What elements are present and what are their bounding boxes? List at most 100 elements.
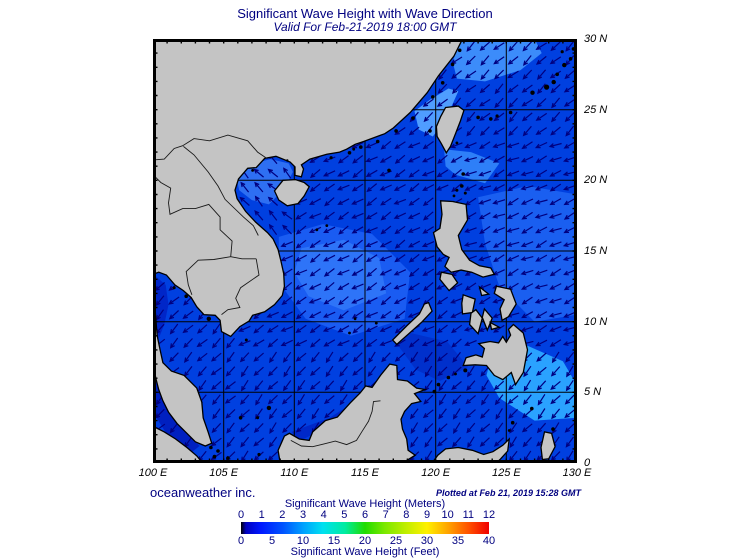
- island-dot: [544, 84, 550, 90]
- colorbar-gradient: [241, 522, 489, 534]
- landmass: [277, 363, 428, 463]
- colorbar-meters-tick: 6: [361, 509, 369, 521]
- landmass: [273, 178, 311, 207]
- wave-height-contour: [414, 88, 459, 137]
- island-dot: [463, 191, 467, 195]
- island-dot: [461, 172, 466, 176]
- colorbar-meters-tick: 3: [299, 509, 307, 521]
- colorbar-title-feet: Significant Wave Height (Feet): [290, 546, 440, 558]
- colorbar-feet-tick: 35: [451, 535, 465, 547]
- island-dot: [457, 48, 462, 53]
- island-dot: [353, 317, 357, 321]
- island-dot: [495, 114, 499, 118]
- landmass: [461, 293, 476, 315]
- colorbar-meters-tick: 5: [341, 509, 348, 521]
- colorbar-meters-tick: 0: [237, 509, 245, 521]
- colorbar-feet-tick: 20: [358, 535, 372, 547]
- landmass: [153, 425, 204, 463]
- island-dot: [315, 228, 319, 232]
- country-border: [221, 258, 260, 315]
- colorbar-meters-tick: 9: [423, 509, 431, 521]
- island-dot: [432, 389, 437, 394]
- wave-height-contour: [396, 331, 469, 381]
- island-dot: [568, 57, 573, 61]
- colorbar-feet-tick: 30: [420, 535, 434, 547]
- landmass: [478, 285, 491, 297]
- island-dot: [560, 50, 564, 54]
- landmass: [391, 301, 433, 346]
- island-dot: [387, 168, 391, 173]
- island-dot: [455, 141, 459, 145]
- island-dot: [374, 321, 378, 325]
- island-dot: [394, 129, 398, 133]
- landmass: [435, 105, 465, 155]
- island-dot: [530, 406, 534, 411]
- country-border: [155, 134, 268, 161]
- island-dot: [431, 95, 435, 99]
- page-title: Significant Wave Height with Wave Direct…: [237, 6, 493, 21]
- island-dot: [206, 316, 211, 321]
- country-border: [230, 256, 257, 260]
- island-dot: [325, 224, 329, 228]
- island-dot: [450, 62, 455, 67]
- map-frame: [153, 39, 577, 463]
- lat-tick-label: 10 N: [584, 315, 608, 328]
- island-dot: [411, 116, 415, 120]
- island-dot: [226, 456, 230, 460]
- island-dot: [172, 286, 176, 290]
- colorbar-meters-tick: 11: [462, 509, 475, 521]
- island-dot: [440, 81, 445, 85]
- island-dot: [551, 79, 556, 85]
- map-plot-area: [153, 39, 577, 463]
- island-dot: [555, 72, 559, 77]
- colorbar-meters-tick: 1: [258, 509, 265, 521]
- lat-tick-label: 15 N: [584, 245, 608, 257]
- island-dot: [329, 156, 333, 160]
- landmass: [489, 321, 502, 331]
- island-dot: [446, 375, 451, 380]
- island-dot: [463, 368, 468, 373]
- island-dot: [209, 445, 213, 450]
- island-dot: [216, 449, 220, 453]
- lon-tick-label: 100 E: [138, 467, 168, 479]
- lon-tick-label: 105 E: [209, 467, 239, 479]
- island-dot: [359, 145, 363, 149]
- island-dot: [460, 184, 464, 188]
- wave-height-contour: [155, 276, 169, 339]
- island-dot: [286, 159, 289, 162]
- country-border: [290, 400, 381, 448]
- plotted-timestamp: Plotted at Feb 21, 2019 15:28 GMT: [435, 488, 581, 498]
- colorbar-title-meters: Significant Wave Height (Meters): [284, 498, 446, 510]
- island-dot: [348, 331, 351, 335]
- landmass: [481, 307, 493, 332]
- island-dot: [436, 382, 441, 387]
- colorbar-meters-tick: 2: [279, 509, 286, 521]
- landmass: [540, 431, 556, 461]
- lat-tick-label: 30 N: [584, 33, 608, 45]
- island-dot: [352, 147, 356, 151]
- island-dot: [238, 416, 243, 420]
- island-dot: [455, 188, 459, 192]
- wave-height-contour: [444, 149, 500, 184]
- island-dot: [212, 454, 217, 459]
- island-dot: [375, 139, 380, 144]
- landmass: [432, 200, 496, 278]
- island-dot: [347, 151, 352, 155]
- colorbar-feet-tick: 25: [389, 535, 403, 547]
- lon-tick-label: 130 E: [562, 467, 592, 479]
- landmass: [153, 274, 213, 447]
- colorbar-feet-tick: 15: [327, 535, 341, 547]
- island-dot: [476, 115, 480, 120]
- lon-tick-label: 110 E: [280, 467, 309, 479]
- wave-height-contour: [452, 39, 542, 82]
- colorbar-meters-tick: 12: [482, 509, 496, 521]
- island-dot: [257, 452, 261, 457]
- lon-tick-label: 115 E: [351, 467, 379, 479]
- wave-map-canvas: [153, 39, 577, 463]
- colorbar-feet-tick: 40: [482, 535, 496, 547]
- lon-tick-label: 125 E: [491, 467, 521, 479]
- landmass: [493, 285, 517, 322]
- island-dot: [244, 338, 248, 342]
- island-dot: [251, 169, 254, 172]
